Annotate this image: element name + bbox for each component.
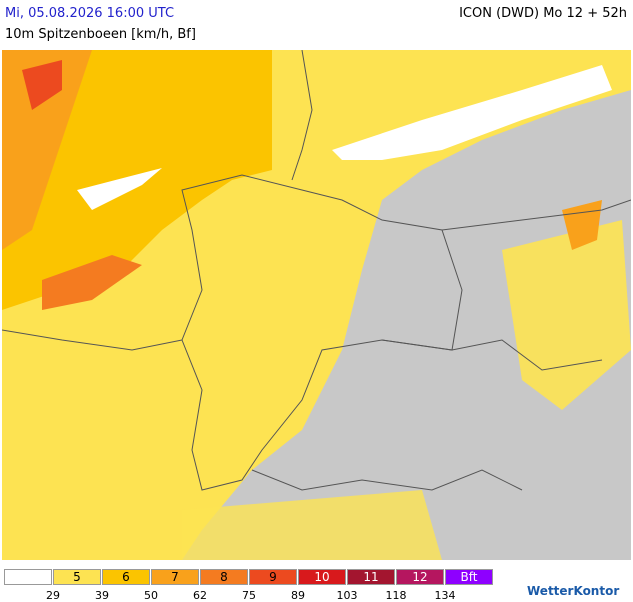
legend-threshold: 62	[193, 589, 207, 602]
legend-box: 11	[347, 569, 395, 585]
legend-box: 9	[249, 569, 297, 585]
logo: WetterKontor	[527, 584, 620, 598]
legend-box: 5	[53, 569, 101, 585]
legend-box: Bft	[445, 569, 493, 585]
legend-box: 6	[102, 569, 150, 585]
legend-threshold: 50	[144, 589, 158, 602]
legend-threshold: 75	[242, 589, 256, 602]
legend-box: 8	[200, 569, 248, 585]
legend-threshold: 89	[291, 589, 305, 602]
legend-box: 10	[298, 569, 346, 585]
legend-threshold: 103	[336, 589, 358, 602]
legend-threshold: 134	[434, 589, 456, 602]
model: ICON (DWD) Mo 12 + 52h	[459, 6, 627, 21]
legend-threshold: 39	[95, 589, 109, 602]
subtitle: 10m Spitzenboeen [km/h, Bf]	[5, 27, 196, 42]
date: Mi, 05.08.2026 16:00 UTC	[5, 6, 175, 21]
legend-box	[4, 569, 52, 585]
legend-threshold: 29	[46, 589, 60, 602]
legend-box: 7	[151, 569, 199, 585]
legend-box: 12	[396, 569, 444, 585]
legend-threshold: 118	[385, 589, 407, 602]
map	[2, 50, 631, 560]
